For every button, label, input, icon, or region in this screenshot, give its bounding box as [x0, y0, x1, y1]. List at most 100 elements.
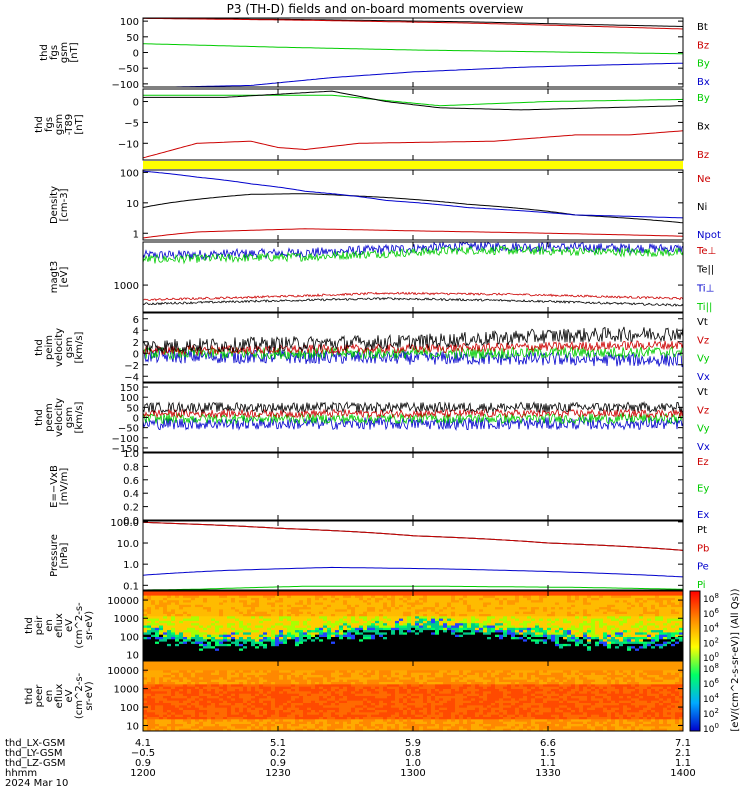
ylabel-fgs_dif: gsm — [54, 114, 65, 135]
ylabel-peer: (cm^2-s- — [74, 672, 85, 719]
legend-pressure-Pb: Pb — [697, 543, 709, 554]
series-temp-Te — [142, 291, 684, 302]
legend-fgs_dif-Bx: Bx — [697, 122, 710, 133]
ytick-label: 50 — [126, 33, 139, 44]
series-fgs_dif-Bx — [143, 90, 684, 111]
legend-density-Ne: Ne — [697, 174, 711, 185]
xaxis-tick-lx: 5.9 — [405, 738, 421, 749]
xaxis-tick-hhmm: 1230 — [265, 768, 290, 779]
series-density-Ni — [142, 193, 684, 224]
page-title: P3 (TH-D) fields and on-board moments ov… — [226, 2, 524, 16]
legend-temp-Ti: Ti|| — [696, 302, 712, 313]
xaxis-tick-ly: 0.8 — [405, 748, 421, 759]
colorbar-tick: 106 — [703, 677, 719, 690]
legend-fgs-Bx: Bx — [697, 77, 710, 88]
legend-fgs-Bz: Bz — [697, 40, 709, 51]
panel-pressure — [142, 520, 684, 591]
ytick-label: −50 — [118, 64, 139, 75]
legend-efield-Ez: Ez — [697, 457, 709, 468]
colorbar-label: [eV/(cm^2-s-sr-eV)] (All Qs)) — [730, 588, 741, 731]
series-fgs-Bx — [143, 62, 683, 88]
ylabel-peem: thd — [34, 409, 45, 426]
ytick-label: 100 — [120, 168, 139, 179]
series-peem-Vx — [142, 416, 684, 432]
series-peim-Vz — [142, 339, 684, 357]
ytick-label: 0 — [133, 98, 139, 109]
series-pressure-Pt — [142, 521, 684, 551]
ytick-label: 10 — [126, 199, 139, 210]
series-pressure-Pe — [142, 566, 684, 578]
ytick-label: 0.8 — [123, 462, 139, 473]
colorbar-tick: 102 — [703, 707, 719, 720]
ylabel-peim: [km/s] — [74, 331, 85, 363]
legend-fgs-By: By — [697, 59, 710, 70]
ylabel-peim: velocity — [54, 328, 65, 367]
ylabel-peim: gsm — [64, 337, 75, 358]
ytick-label: 0 — [133, 349, 139, 360]
ytick-label: 100 — [120, 17, 139, 28]
ylabel-peem: [km/s] — [74, 401, 85, 433]
legend-fgs_dif-By: By — [697, 93, 710, 104]
xaxis-row-label: thd_LX-GSM — [5, 738, 65, 749]
ytick-label: 150 — [120, 383, 139, 394]
legend-temp-Te: Te⊥ — [696, 246, 716, 257]
ylabel-peer: eflux — [54, 684, 65, 709]
colorbar-tick: 104 — [703, 622, 719, 635]
ytick-label: −50 — [118, 424, 139, 435]
xaxis-tick-ly: −0.5 — [131, 748, 155, 759]
ytick-label: 0.1 — [123, 581, 139, 592]
ylabel-fgs: fgs — [49, 45, 60, 60]
xaxis-tick-lz: 0.9 — [135, 758, 151, 769]
ylabel-fgs_dif: [nT] — [74, 114, 85, 134]
xaxis-tick-hhmm: 1200 — [130, 768, 155, 779]
ylabel-temp: [eV] — [59, 267, 70, 288]
ytick-label: −10 — [118, 139, 139, 150]
ytick-label: 1 — [133, 229, 139, 240]
frame-efield — [142, 452, 684, 521]
ytick-label: −150 — [112, 444, 139, 455]
ylabel-peir: eV — [64, 619, 75, 632]
ytick-label: 10000 — [107, 666, 139, 677]
ytick-label: 0 — [133, 414, 139, 425]
series-fgs_dif-By — [143, 94, 684, 107]
ylabel-peer: sr-eV) — [84, 681, 95, 710]
colorbar-tick: 100 — [703, 722, 719, 735]
series-peem-Vz — [142, 408, 684, 419]
ylabel-temp: magt3 — [49, 261, 60, 294]
legend-peim-Vt: Vt — [697, 317, 708, 328]
ylabel-peir: thd — [24, 617, 35, 634]
ytick-label: 1000 — [114, 685, 139, 696]
ylabel-density: Density — [49, 186, 60, 224]
xaxis-tick-ly: 0.2 — [270, 748, 286, 759]
colorbar-tick: 102 — [703, 636, 719, 649]
legend-peim-Vy: Vy — [697, 354, 710, 365]
xaxis-tick-lz: 1.1 — [675, 758, 691, 769]
ylabel-fgs: thd — [39, 44, 50, 61]
ylabel-pressure: [nPa] — [59, 542, 70, 568]
legend-peem-Vx: Vx — [697, 442, 710, 453]
date-label: 2024 Mar 10 — [5, 778, 68, 789]
ytick-label: 1.0 — [123, 449, 139, 460]
ytick-label: 4 — [133, 326, 139, 337]
legend-peem-Vy: Vy — [697, 424, 710, 435]
xaxis-tick-lx: 6.6 — [540, 738, 556, 749]
xaxis-tick-lx: 5.1 — [270, 738, 286, 749]
ylabel-fgs_dif: fgs — [44, 117, 55, 132]
ytick-label: 10000 — [107, 596, 139, 607]
ytick-label: −100 — [112, 434, 139, 445]
xaxis-tick-lz: 1.1 — [540, 758, 556, 769]
panel-temp — [142, 240, 684, 313]
panel-efield — [142, 452, 684, 521]
ylabel-fgs: gsm — [59, 42, 70, 63]
ytick-label: 100 — [120, 703, 139, 714]
panel-peir — [142, 590, 684, 661]
xaxis-row-label: thd_LY-GSM — [5, 748, 62, 759]
ylabel-fgs: [nT] — [69, 42, 80, 62]
legend-pressure-Pe: Pe — [697, 562, 709, 573]
legend-pressure-Pi: Pi — [697, 580, 706, 591]
series-density-Ne — [142, 228, 684, 239]
ylabel-peer: eV — [64, 689, 75, 702]
ylabel-efield: [mV/m] — [59, 468, 70, 506]
ytick-label: 0.0 — [123, 516, 139, 527]
